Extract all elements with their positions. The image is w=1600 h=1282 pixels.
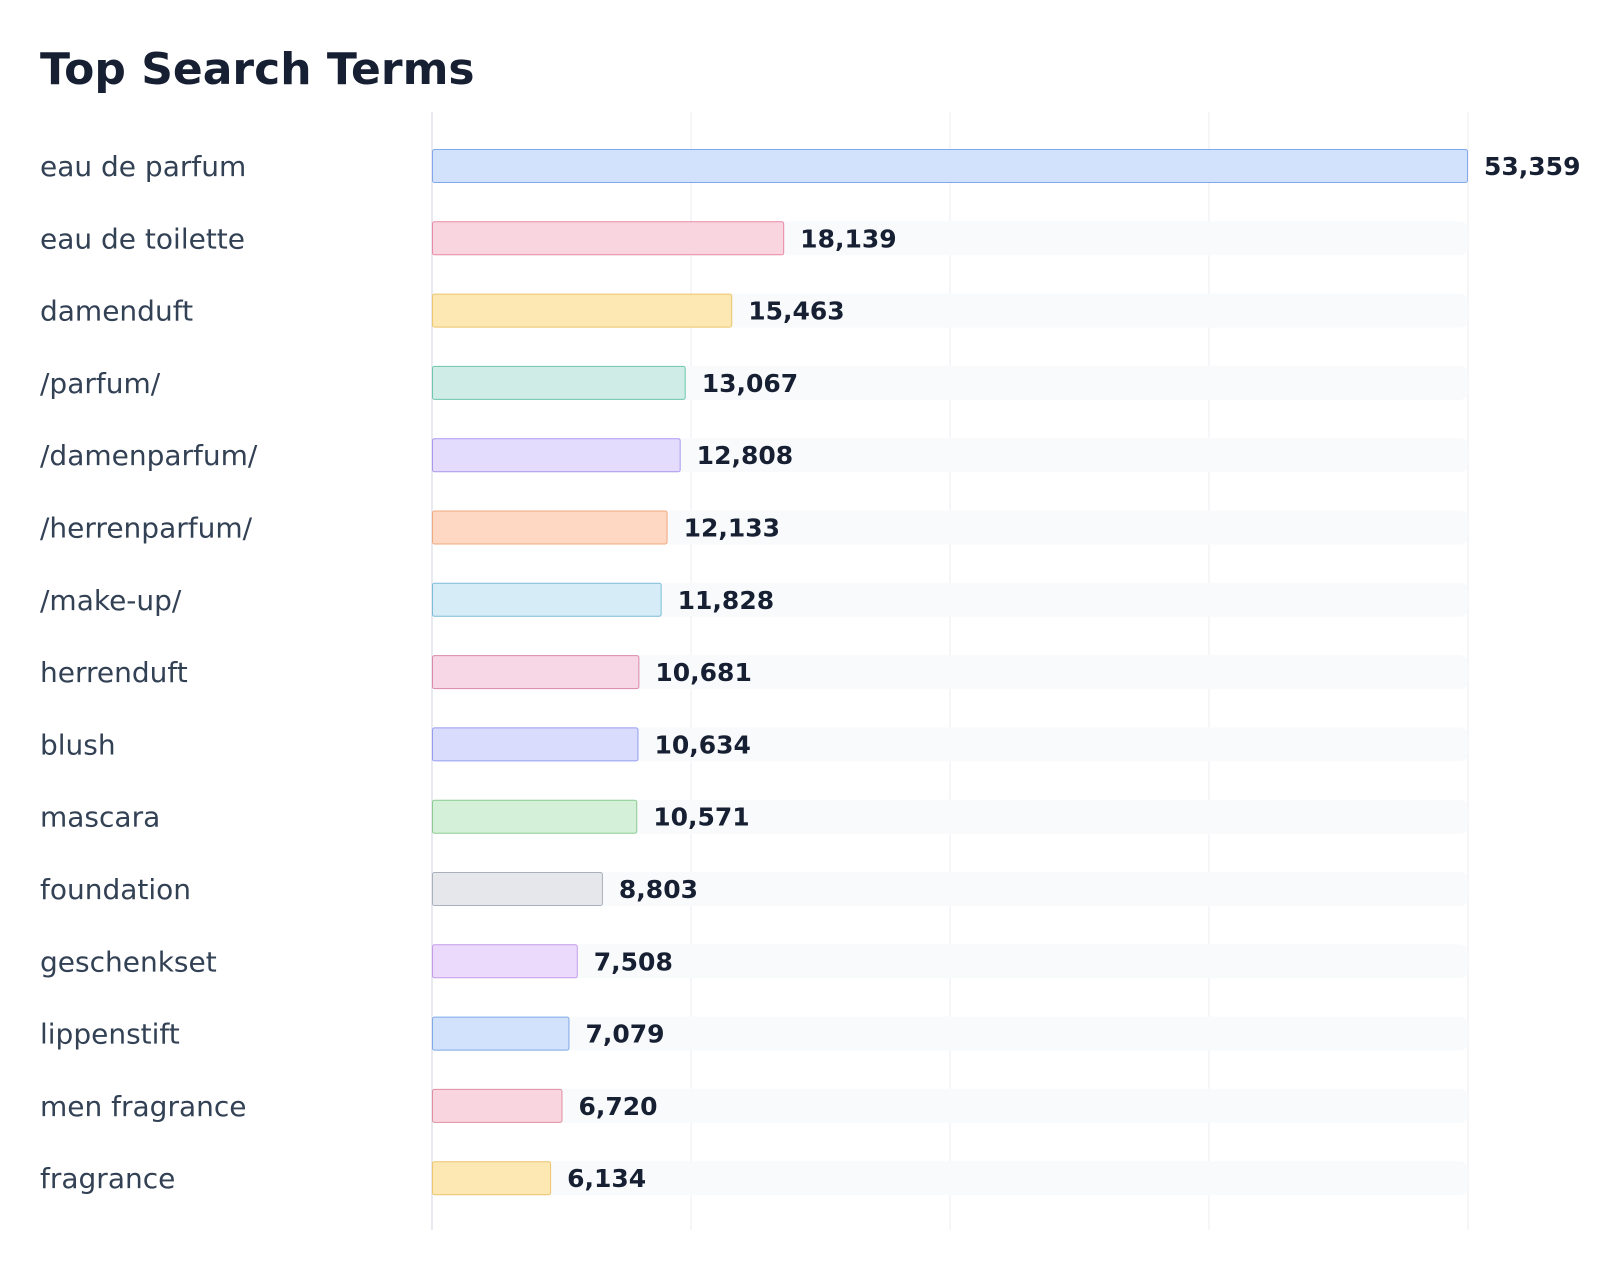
bar xyxy=(432,510,668,545)
bar-track xyxy=(432,582,1468,617)
value-label: 11,828 xyxy=(678,586,774,615)
bar-track xyxy=(432,438,1468,473)
category-label: /herrenparfum/ xyxy=(40,512,253,545)
bar xyxy=(432,872,603,906)
bar xyxy=(432,149,1468,183)
value-label: 12,133 xyxy=(684,514,780,543)
bar-track xyxy=(432,365,1468,400)
value-label: 8,803 xyxy=(619,875,698,904)
bar xyxy=(432,799,638,834)
bar xyxy=(432,1016,570,1051)
category-label: damenduft xyxy=(40,295,193,328)
bar xyxy=(432,582,662,617)
bar xyxy=(432,727,639,762)
category-label: men fragrance xyxy=(40,1090,247,1123)
value-label: 7,508 xyxy=(594,947,673,976)
category-label: lippenstift xyxy=(40,1018,180,1051)
category-label: geschenkset xyxy=(40,945,217,978)
category-label: /make-up/ xyxy=(40,584,182,617)
value-label: 53,359 xyxy=(1484,152,1580,181)
bar xyxy=(432,221,785,256)
category-label: eau de toilette xyxy=(40,222,245,255)
category-label: fragrance xyxy=(40,1162,175,1195)
bar xyxy=(432,944,578,979)
value-label: 7,079 xyxy=(585,1020,664,1049)
chart-title: Top Search Terms xyxy=(40,44,475,95)
value-label: 10,681 xyxy=(655,658,751,687)
value-label: 13,067 xyxy=(702,369,798,398)
category-label: /parfum/ xyxy=(40,367,161,400)
value-label: 6,134 xyxy=(567,1164,646,1193)
value-label: 18,139 xyxy=(800,224,896,253)
value-label: 6,720 xyxy=(578,1092,657,1121)
bar xyxy=(432,365,686,400)
value-label: 10,571 xyxy=(653,803,749,832)
bar-track xyxy=(432,872,1468,906)
category-label: blush xyxy=(40,728,116,761)
bar-track xyxy=(432,1088,1468,1123)
bar-track xyxy=(432,727,1468,762)
bar-track xyxy=(432,944,1468,979)
bar xyxy=(432,655,640,690)
bar-track xyxy=(432,655,1468,690)
bar-track xyxy=(432,510,1468,545)
category-label: eau de parfum xyxy=(40,150,246,183)
bar-track xyxy=(432,1016,1468,1051)
value-label: 15,463 xyxy=(748,297,844,326)
bar xyxy=(432,1161,552,1196)
category-label: foundation xyxy=(40,873,191,906)
category-label: mascara xyxy=(40,801,160,834)
bar xyxy=(432,438,681,473)
value-label: 12,808 xyxy=(697,441,793,470)
bar xyxy=(432,293,733,328)
bar-track xyxy=(432,1161,1468,1196)
category-label: /damenparfum/ xyxy=(40,439,258,472)
bar xyxy=(432,1088,563,1123)
bar-track xyxy=(432,799,1468,834)
value-label: 10,634 xyxy=(654,730,750,759)
category-label: herrenduft xyxy=(40,656,188,689)
